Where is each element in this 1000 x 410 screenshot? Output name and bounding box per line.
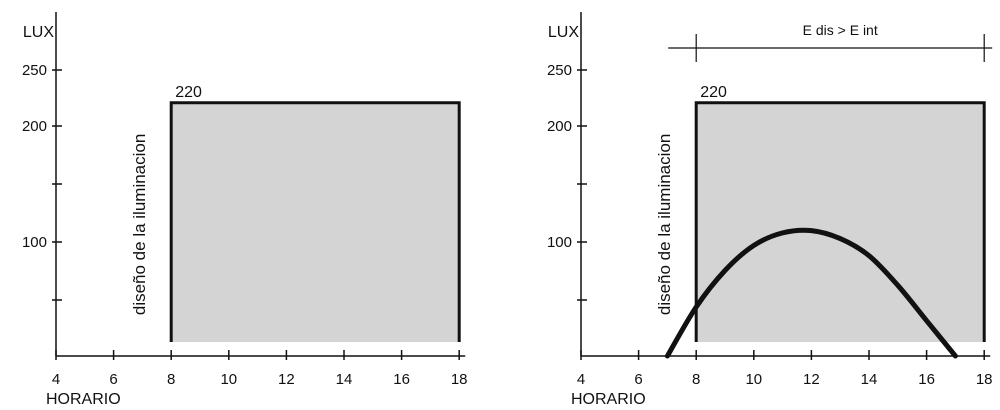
series-label: diseño de la iluminacion (130, 134, 149, 315)
x-tick-label: 12 (803, 371, 820, 388)
x-axis-title: HORARIO (46, 391, 121, 408)
y-tick-label: 200 (22, 118, 47, 135)
value-annotation: 220 (700, 84, 727, 101)
dimension-label: E dis > E int (803, 22, 878, 38)
x-tick-label: 16 (918, 371, 935, 388)
x-tick-label: 14 (861, 371, 878, 388)
x-tick-label: 8 (167, 371, 175, 388)
x-tick-label: 4 (577, 371, 585, 388)
design-area-outline (169, 101, 461, 342)
interior-light-curve (664, 227, 958, 359)
design-area-outline (694, 101, 986, 342)
x-tick-label: 18 (976, 371, 993, 388)
x-tick-label: 6 (109, 371, 117, 388)
y-tick-label: 100 (547, 234, 572, 251)
y-axis-title: LUX (23, 24, 54, 41)
x-tick-label: 18 (451, 371, 468, 388)
chart-right: 250 200 100 4 6 8 10 12 14 16 18 LUX HORARIO 220 diseñ… (547, 12, 993, 408)
y-tick-label: 250 (547, 62, 572, 79)
y-tick-label: 250 (22, 62, 47, 79)
chart-left: 250 200 100 4 6 8 10 12 14 16 18 LUX HORARIO 220 diseñ… (22, 12, 468, 408)
x-tick-label: 10 (220, 371, 237, 388)
x-tick-label: 4 (52, 371, 60, 388)
y-tick-label: 200 (547, 118, 572, 135)
x-axis-title: HORARIO (571, 391, 646, 408)
value-annotation: 220 (175, 84, 202, 101)
x-tick-label: 12 (278, 371, 295, 388)
x-tick-label: 8 (692, 371, 700, 388)
x-tick-label: 14 (336, 371, 353, 388)
y-tick-label: 100 (22, 234, 47, 251)
design-area-fill (696, 102, 985, 342)
y-axis-title: LUX (548, 24, 579, 41)
x-tick-label: 10 (745, 371, 762, 388)
x-tick-label: 16 (393, 371, 410, 388)
x-tick-label: 6 (634, 371, 642, 388)
design-area-fill (171, 102, 460, 342)
series-label: diseño de la iluminacion (655, 134, 674, 315)
